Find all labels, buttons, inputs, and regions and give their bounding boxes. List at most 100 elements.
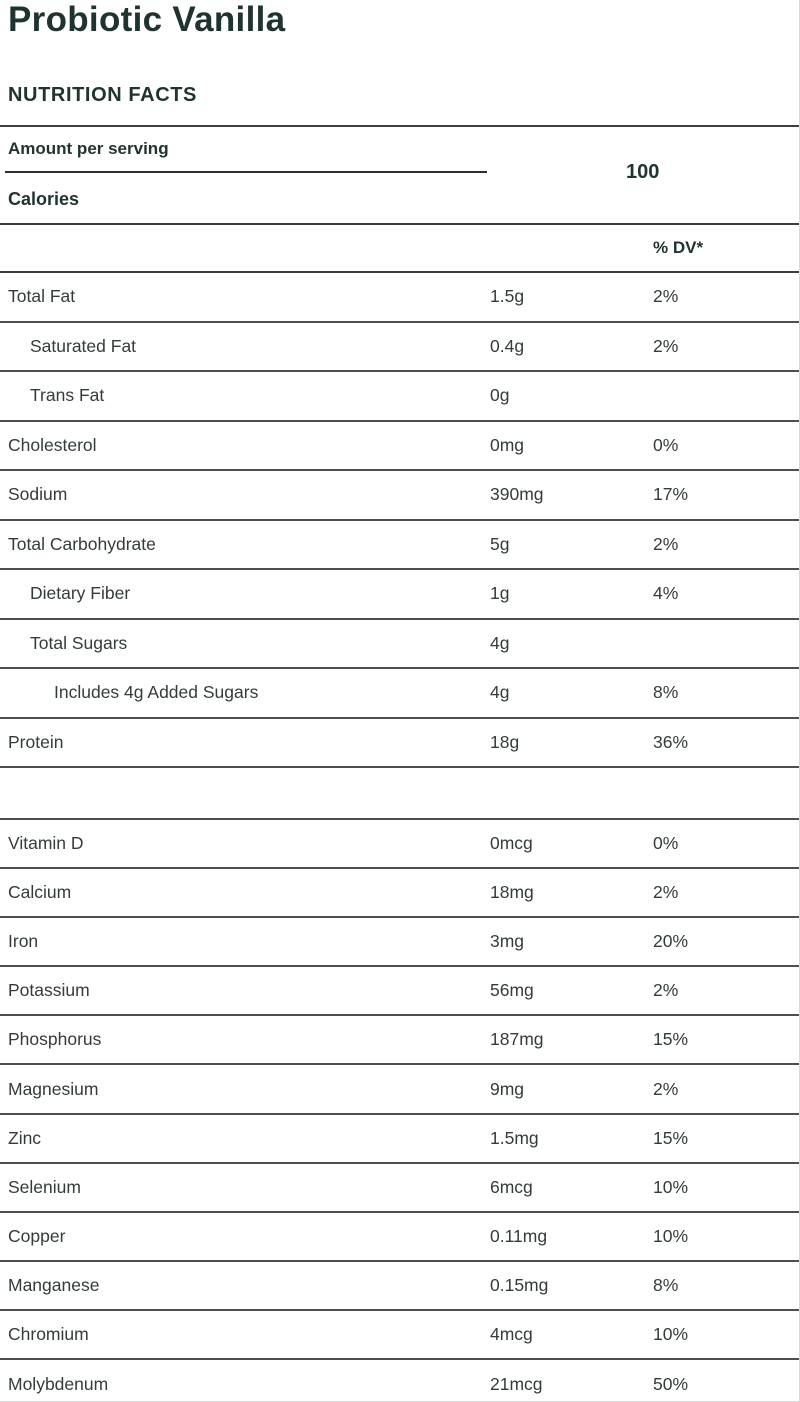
- nutrient-name: Dietary Fiber: [30, 583, 131, 604]
- nutrient-dv: 0%: [653, 434, 679, 455]
- nutrient-dv: 4%: [653, 583, 679, 604]
- nutrient-name: Zinc: [8, 1127, 42, 1148]
- nutrient-name: Total Fat: [8, 286, 76, 307]
- calories-label: Calories: [8, 189, 80, 209]
- nutrient-amount: 4g: [490, 682, 510, 703]
- nutrient-amount: 0.4g: [490, 335, 525, 356]
- nutrient-amount: 5g: [490, 533, 510, 554]
- nutrient-name: Vitamin D: [8, 833, 84, 854]
- nutrient-amount: 9mg: [490, 1078, 525, 1099]
- nutrient-dv: 17%: [653, 484, 689, 505]
- nutrient-dv: 0%: [653, 833, 679, 854]
- nutrient-amount: 0mg: [490, 434, 525, 455]
- nutrient-name: Molybdenum: [8, 1374, 109, 1395]
- nutrient-name: Copper: [8, 1225, 66, 1246]
- nutrient-name: Cholesterol: [8, 434, 97, 455]
- nutrient-dv: 2%: [653, 980, 679, 1001]
- table-row: Manganese 0.15mg 8%: [0, 1262, 799, 1311]
- amount-per-serving-label: Amount per serving: [8, 139, 169, 158]
- panel-header: Probiotic Vanilla NUTRITION FACTS: [0, 0, 799, 127]
- table-row: Protein 18g 36%: [0, 719, 799, 768]
- nutrient-amount: 4g: [490, 632, 510, 653]
- table-row: Chromium 4mcg 10%: [0, 1311, 799, 1361]
- nutrient-amount: 6mcg: [490, 1176, 533, 1197]
- nutrient-dv: 10%: [653, 1225, 689, 1246]
- nutrient-name: Calcium: [8, 882, 72, 903]
- nutrient-dv: 10%: [653, 1323, 689, 1344]
- nutrient-amount: 56mg: [490, 980, 534, 1001]
- nutrition-facts-heading: NUTRITION FACTS: [8, 84, 197, 106]
- nutrient-name: Potassium: [8, 980, 90, 1001]
- table-row: Cholesterol 0mg 0%: [0, 422, 799, 471]
- nutrient-amount: 0.11mg: [490, 1225, 548, 1246]
- percent-dv-header: % DV*: [653, 238, 704, 257]
- table-row: Total Sugars 4g: [0, 620, 799, 669]
- table-row: Selenium 6mcg 10%: [0, 1164, 799, 1213]
- nutrient-amount: 0mcg: [490, 833, 533, 854]
- nutrient-dv: 2%: [653, 533, 679, 554]
- nutrient-dv: 2%: [653, 1078, 679, 1099]
- nutrient-dv: 2%: [653, 335, 679, 356]
- nutrient-amount: 1g: [490, 583, 510, 604]
- dv-header-band: % DV*: [0, 225, 799, 273]
- nutrient-name: Total Carbohydrate: [8, 533, 156, 554]
- nutrient-dv: 15%: [653, 1127, 689, 1148]
- nutrient-amount: 0.15mg: [490, 1274, 549, 1295]
- nutrient-name: Phosphorus: [8, 1029, 102, 1050]
- nutrient-dv: 50%: [653, 1374, 689, 1395]
- table-row: Sodium 390mg 17%: [0, 471, 799, 521]
- table-row: Dietary Fiber 1g 4%: [0, 570, 799, 620]
- nutrient-name: Manganese: [8, 1274, 100, 1295]
- table-row: Includes 4g Added Sugars 4g 8%: [0, 669, 799, 719]
- table-row: Phosphorus 187mg 15%: [0, 1016, 799, 1066]
- table-row: Total Carbohydrate 5g 2%: [0, 521, 799, 570]
- nutrient-name: Protein: [8, 731, 64, 752]
- nutrient-dv: 20%: [653, 931, 689, 952]
- nutrient-name: Sodium: [8, 484, 68, 505]
- table-row: Copper 0.11mg 10%: [0, 1213, 799, 1262]
- nutrient-amount: 3mg: [490, 931, 525, 952]
- table-row: Calcium 18mg 2%: [0, 869, 799, 919]
- nutrient-dv: 2%: [653, 286, 679, 307]
- nutrient-dv: 8%: [653, 682, 679, 703]
- calories-block: Amount per serving Calories 100: [0, 127, 799, 225]
- nutrient-name: Selenium: [8, 1176, 81, 1197]
- nutrient-amount: 1.5g: [490, 286, 525, 307]
- nutrient-name: Magnesium: [8, 1078, 99, 1099]
- table-row: Magnesium 9mg 2%: [0, 1065, 799, 1115]
- nutrient-amount: 187mg: [490, 1029, 544, 1050]
- nutrient-dv: 2%: [653, 882, 679, 903]
- nutrient-dv: 36%: [653, 731, 689, 752]
- vitamins-minerals-table: Vitamin D 0mcg 0% Calcium 18mg 2% Iron 3mg 20% Po…: [0, 818, 799, 1401]
- nutrient-amount: 18mg: [490, 882, 534, 903]
- nutrient-amount: 390mg: [490, 484, 544, 505]
- nutrients-table: Total Fat 1.5g 2% Saturated Fat 0.4g 2% Trans …: [0, 273, 799, 768]
- nutrient-dv: 10%: [653, 1176, 689, 1197]
- calories-value: 100: [626, 161, 660, 183]
- table-row: Iron 3mg 20%: [0, 918, 799, 968]
- table-row: Molybdenum 21mcg 50%: [0, 1360, 799, 1401]
- section-gap: [0, 768, 799, 818]
- nutrient-amount: 1.5mg: [490, 1127, 539, 1148]
- nutrient-amount: 18g: [490, 731, 520, 752]
- amount-underline-rule: [5, 171, 487, 173]
- table-row: Total Fat 1.5g 2%: [0, 273, 799, 323]
- table-row: Vitamin D 0mcg 0%: [0, 820, 799, 870]
- nutrient-amount: 0g: [490, 385, 510, 406]
- nutrient-name: Saturated Fat: [30, 335, 137, 356]
- page-title: Probiotic Vanilla: [8, 0, 286, 39]
- nutrient-name: Chromium: [8, 1323, 89, 1344]
- nutrient-amount: 21mcg: [490, 1374, 543, 1395]
- nutrient-dv: 15%: [653, 1029, 689, 1050]
- table-row: Zinc 1.5mg 15%: [0, 1115, 799, 1164]
- nutrient-name: Total Sugars: [30, 632, 128, 653]
- nutrient-name: Iron: [8, 931, 39, 952]
- table-row: Saturated Fat 0.4g 2%: [0, 323, 799, 372]
- table-row: Trans Fat 0g: [0, 372, 799, 422]
- nutrient-name: Trans Fat: [30, 385, 105, 406]
- nutrient-amount: 4mcg: [490, 1323, 533, 1344]
- table-row: Potassium 56mg 2%: [0, 967, 799, 1017]
- nutrient-name: Includes 4g Added Sugars: [54, 682, 259, 703]
- nutrient-dv: 8%: [653, 1274, 679, 1295]
